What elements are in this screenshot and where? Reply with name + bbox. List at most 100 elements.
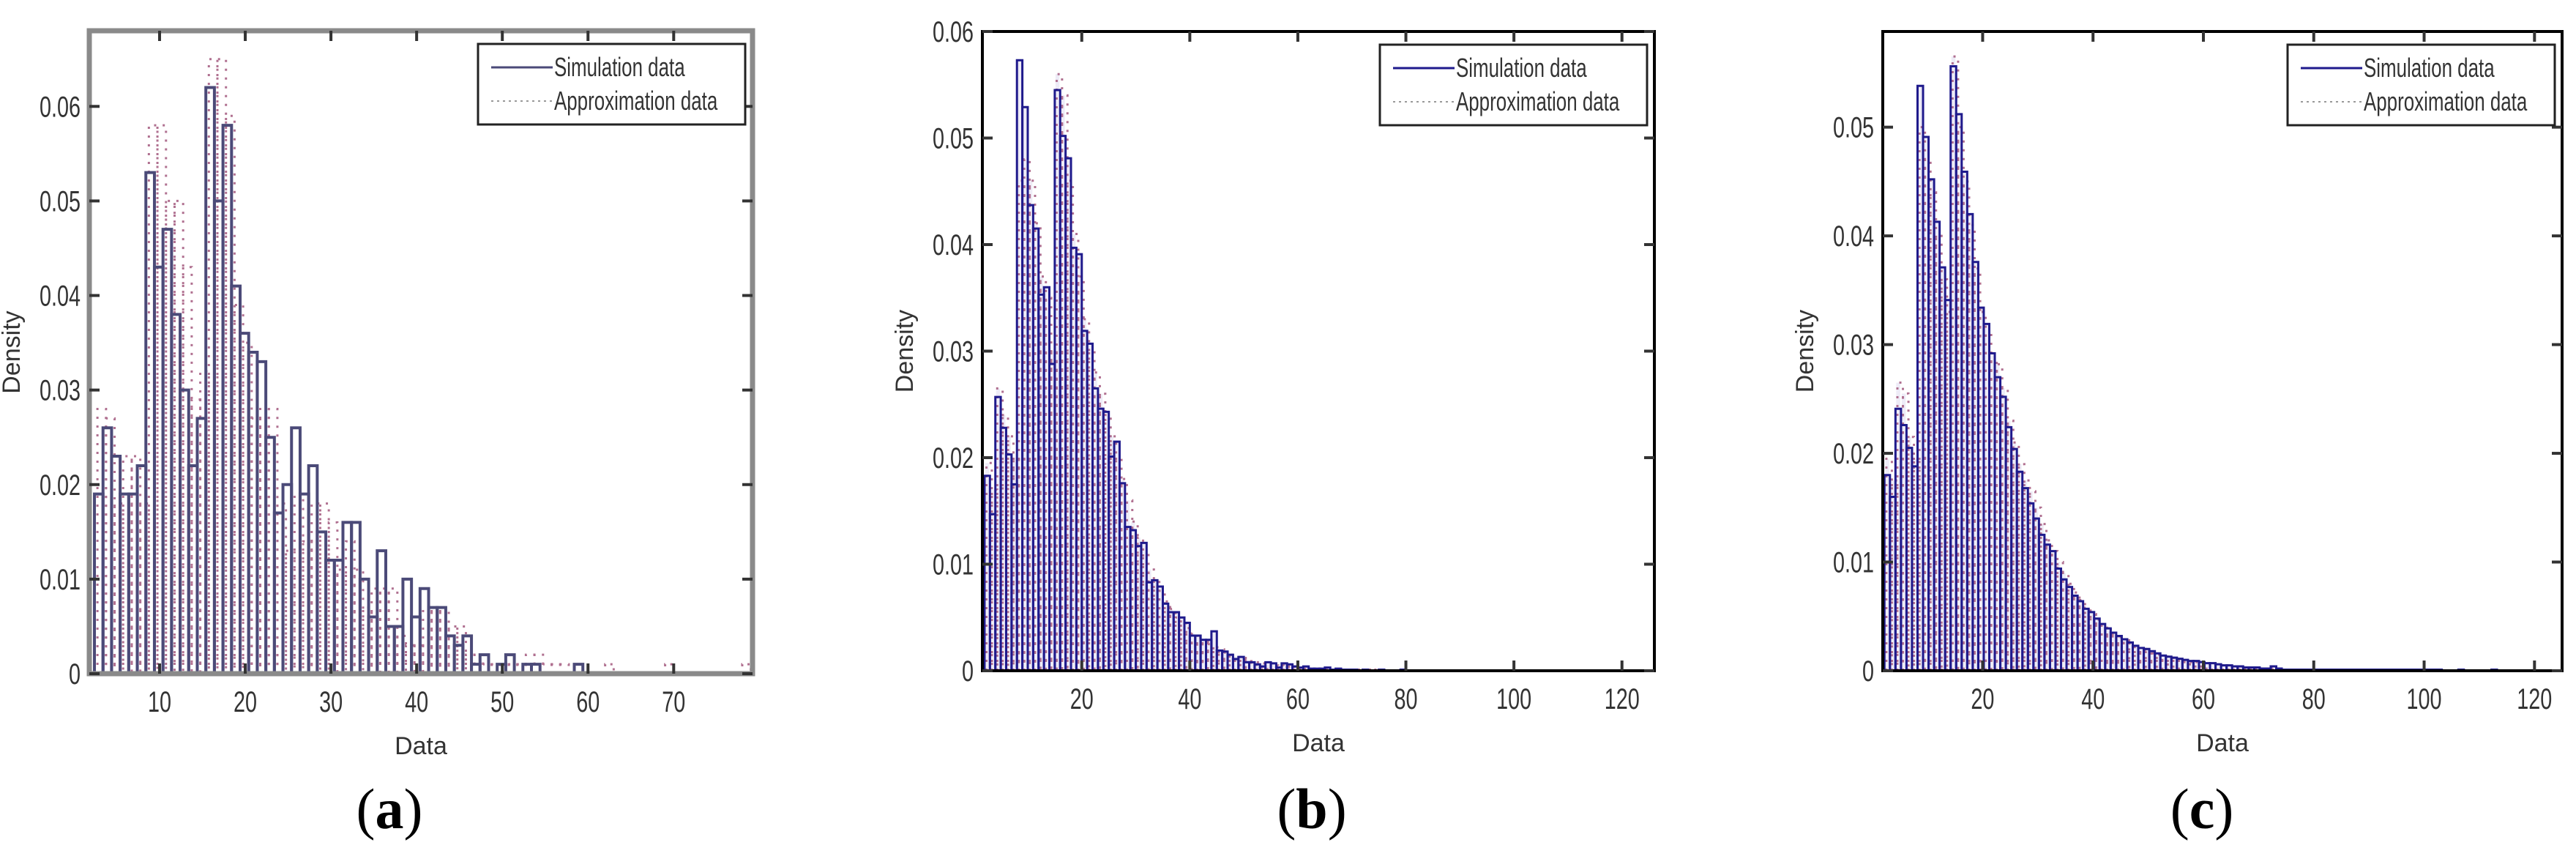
x-tick-label: 20 (234, 685, 257, 718)
bar-fill (2227, 665, 2232, 671)
bar-fill (2100, 624, 2105, 671)
approximation-bar (1012, 456, 1020, 671)
approximation-bar (1120, 477, 1128, 671)
bar-fill (1255, 662, 1260, 671)
y-tick-label: 0.05 (933, 122, 974, 155)
y-tick-label: 0.01 (933, 548, 974, 581)
approximation-bar (2039, 523, 2048, 671)
x-axis-label: Data (1292, 729, 1345, 757)
y-tick-label: 0.02 (1833, 437, 1874, 470)
simulation-bar (376, 549, 388, 674)
chart-panel-b: 0 0.01 0.02 0.03 0.04 0.05 0.06 20 40 60 80 100 120 D… (891, 15, 1656, 757)
approximation-bar (1023, 158, 1031, 671)
legend-label-simulation: Simulation data (554, 53, 685, 82)
approximation-bar (1028, 179, 1037, 671)
bar-fill (2161, 655, 2165, 671)
x-tick-label: 100 (2407, 682, 2442, 715)
legend: Simulation data Approximation data (2286, 43, 2556, 127)
approximation-bar (2045, 539, 2053, 671)
approximation-bar (396, 634, 408, 674)
legend: Simulation data Approximation data (1378, 43, 1649, 127)
approximation-bar (2023, 479, 2031, 671)
approximation-bar (2001, 387, 2009, 671)
bar-fill (1163, 601, 1168, 671)
approximation-bar (199, 370, 210, 674)
approximation-bar (2089, 613, 2097, 671)
approximation-bar (2161, 655, 2169, 671)
bar-fill (2216, 664, 2221, 671)
bar-fill (1250, 661, 1254, 671)
bar-fill (2133, 645, 2138, 671)
bar-fill (2211, 663, 2215, 671)
axes-box (1881, 30, 2564, 672)
bars (1883, 55, 2498, 672)
x-tick-label: 40 (2081, 682, 2105, 715)
simulation-bar (461, 634, 474, 674)
y-axis-label: Density (1791, 310, 1819, 392)
approximation-bar (1206, 643, 1214, 671)
approximation-bar (456, 625, 467, 674)
bar-fill (1962, 171, 1967, 671)
bar-fill (1996, 364, 2000, 671)
y-tick-label: 0.02 (40, 469, 81, 502)
caption-a-letter: a (375, 777, 404, 841)
bar-fill (2061, 573, 2067, 671)
legend-label-approximation: Approximation data (554, 86, 718, 116)
bar-fill (1158, 587, 1162, 671)
bar-fill (2172, 658, 2176, 671)
approximation-bar (1951, 55, 1960, 671)
approximation-bar (1288, 665, 1296, 671)
bar-fill (2122, 639, 2127, 671)
bar-fill (1935, 221, 1939, 671)
approximation-bar (1082, 318, 1091, 671)
simulation-bar (530, 663, 542, 674)
y-tick-label: 0.04 (933, 228, 974, 261)
approximation-bar (1045, 297, 1053, 671)
bar-fill (1077, 254, 1081, 671)
bar-fill (1244, 660, 1249, 671)
x-tick-label: 60 (2192, 682, 2215, 715)
y-tick-label: 0.04 (40, 280, 81, 313)
bar-fill (1957, 114, 1961, 671)
bar-fill (1093, 372, 1097, 671)
bar-fill (1125, 500, 1130, 671)
bar-fill (1201, 639, 1206, 671)
simulation-bar (504, 653, 516, 674)
approximation-bar (2006, 420, 2015, 671)
x-axis-label: Data (2196, 729, 2249, 757)
legend-box (2286, 43, 2556, 127)
bar-fill (1907, 436, 1911, 671)
bar-fill (2045, 540, 2050, 671)
x-tick-label: 40 (1178, 682, 1201, 715)
y-tick-label: 0.01 (40, 563, 81, 596)
approximation-bar (1034, 222, 1042, 671)
y-tick-label: 0.06 (40, 91, 81, 124)
y-tick-label: 0 (962, 655, 974, 688)
bar-fill (2155, 653, 2160, 671)
approximation-bar (2028, 490, 2036, 671)
bar-fill (2205, 663, 2210, 671)
x-tick-label: 80 (1395, 682, 1418, 715)
x-tick-label: 20 (1070, 682, 1094, 715)
bar-fill (1228, 655, 1233, 671)
caption-b-letter: b (1296, 777, 1328, 841)
approximation-bar (1929, 191, 1938, 671)
bar-fill (1131, 521, 1135, 671)
bar-fill (2039, 524, 2044, 671)
approximation-bar (2194, 661, 2203, 671)
approximation-bar (276, 502, 288, 674)
approximation-bar (318, 502, 330, 674)
approximation-bar (122, 455, 133, 674)
y-tick-label: 0 (1862, 655, 1874, 688)
y-tick-label: 0.01 (1833, 546, 1874, 579)
simulation-bar (478, 653, 490, 674)
bar-fill (2067, 584, 2072, 671)
x-tick-label: 50 (490, 685, 514, 718)
legend-box (1378, 43, 1649, 127)
bar-fill (1951, 56, 1956, 671)
bar-fill (2072, 592, 2077, 671)
caption-a: (a) (356, 777, 423, 841)
approximation-bar (2111, 633, 2120, 671)
approximation-bar (310, 502, 321, 674)
